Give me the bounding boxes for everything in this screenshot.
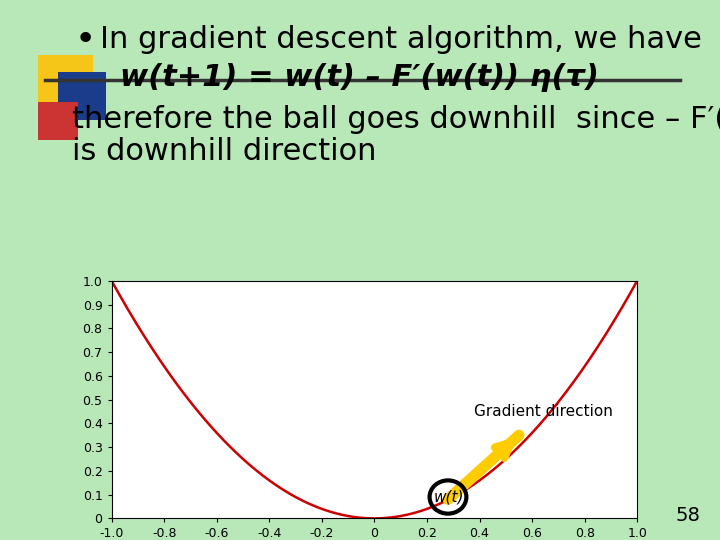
Text: Gradient direction: Gradient direction <box>474 403 613 418</box>
Text: w(t): w(t) <box>434 490 464 504</box>
FancyBboxPatch shape <box>58 72 106 120</box>
FancyBboxPatch shape <box>38 55 93 110</box>
Text: is downhill direction: is downhill direction <box>72 138 377 166</box>
Text: 58: 58 <box>675 506 700 525</box>
FancyBboxPatch shape <box>38 102 78 140</box>
Text: w(t+1) = w(t) – F′(w(t)) η(τ): w(t+1) = w(t) – F′(w(t)) η(τ) <box>120 64 600 92</box>
Text: therefore the ball goes downhill  since – F′(w(t)): therefore the ball goes downhill since –… <box>72 105 720 134</box>
Text: •: • <box>75 23 96 57</box>
Text: In gradient descent algorithm, we have: In gradient descent algorithm, we have <box>100 25 702 55</box>
